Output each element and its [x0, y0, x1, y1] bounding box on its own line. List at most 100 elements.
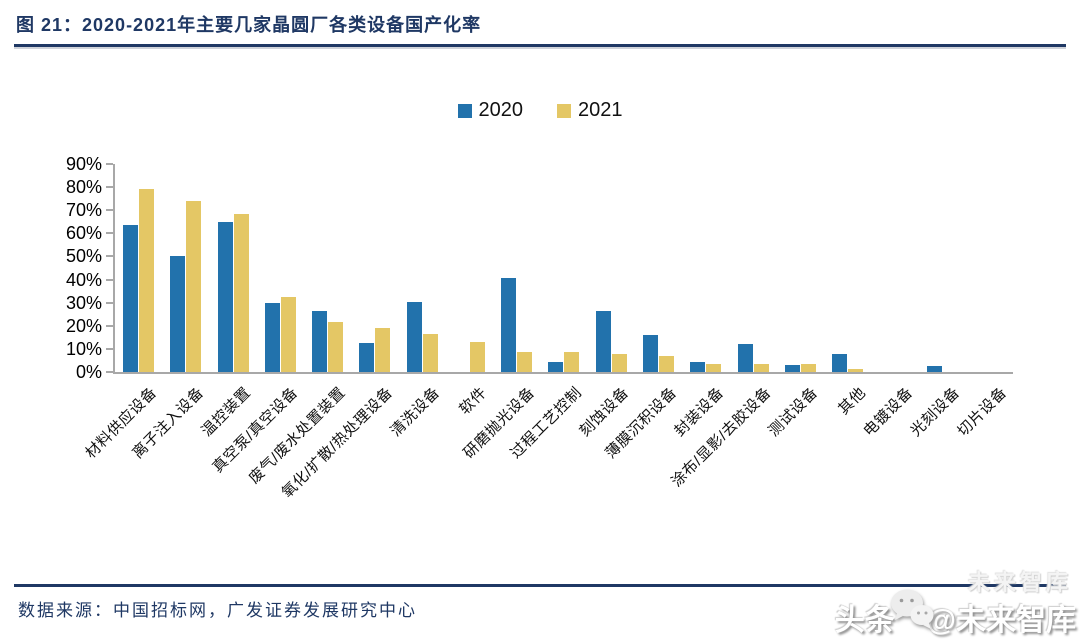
x-axis-label: 材料供应设备	[81, 384, 160, 462]
y-tick-label: 30%	[65, 292, 102, 313]
data-source: 数据来源：中国招标网，广发证券发展研究中心	[18, 601, 417, 620]
legend-swatch-2020-icon	[457, 103, 472, 118]
x-axis-label: 电镀设备	[860, 384, 916, 440]
bar-2020	[359, 343, 375, 372]
bar-2021	[186, 200, 202, 372]
y-tick-label: 0%	[75, 362, 102, 382]
plot-area	[113, 164, 1013, 374]
x-axis-label: 氧化/扩散/热处理设备	[278, 384, 397, 502]
x-axis-label: 测试设备	[765, 384, 822, 440]
x-axis-label: 切片设备	[954, 384, 1011, 440]
bar-2020	[170, 256, 186, 372]
bar-2021	[517, 352, 533, 372]
figure-title: 图 21：2020-2021年主要几家晶圆厂各类设备国产化率	[16, 15, 482, 35]
bar-2020	[217, 221, 233, 372]
y-tick-mark	[106, 186, 113, 189]
legend-label-2020: 2020	[478, 99, 524, 121]
bar-group	[257, 164, 304, 372]
bar-2020	[406, 301, 422, 372]
bar-group	[588, 164, 635, 372]
bar-2020	[501, 278, 517, 372]
bar-2020	[123, 225, 139, 372]
watermark-text-left: 头条	[834, 604, 895, 637]
bar-2021	[139, 189, 155, 372]
watermark-text: 头条 @未来智库	[834, 589, 1076, 639]
title-divider	[14, 44, 1066, 47]
bar-2020	[690, 361, 706, 372]
bar-group	[918, 164, 965, 372]
x-axis-label: 废气/废水处置装置	[245, 384, 349, 488]
bar-2021	[706, 363, 722, 372]
x-axis-label: 温控装置	[198, 384, 255, 440]
y-tick-mark	[106, 232, 113, 235]
wechat-bubbles-icon	[890, 589, 934, 629]
x-axis-label: 离子注入设备	[129, 384, 208, 462]
legend-item-2020: 2020	[457, 99, 524, 122]
y-tick-label: 50%	[65, 246, 102, 267]
y-tick-label: 70%	[65, 200, 102, 221]
bar-2020	[264, 302, 280, 372]
bar-2020	[832, 353, 848, 372]
x-axis-label: 刻蚀设备	[576, 384, 633, 440]
bar-group	[493, 164, 540, 372]
x-axis-label: 研磨抛光设备	[460, 384, 538, 462]
bar-group	[399, 164, 446, 372]
bar-group	[635, 164, 682, 372]
legend-swatch-2021-icon	[557, 103, 571, 118]
bar-2020	[737, 344, 753, 372]
y-axis-tick-labels: 90% 80% 70% 60% 50% 40% 30% 20% 10% 0%	[30, 154, 102, 382]
watermark: 未来智库 头条 @未来智库	[826, 563, 1076, 639]
bar-group	[824, 164, 871, 372]
x-axis-label: 封装设备	[671, 384, 727, 440]
bar-2021	[422, 333, 438, 372]
bar-2021	[564, 352, 580, 372]
chart-legend: 2020 2021	[0, 99, 1080, 122]
bar-2020	[784, 365, 800, 372]
watermark-ghost-text: 未来智库	[967, 570, 1072, 595]
x-axis-label: 薄膜沉积设备	[601, 384, 680, 462]
bar-2021	[328, 322, 344, 372]
bar-2021	[469, 341, 485, 372]
x-axis-label: 真空泵/真空设备	[209, 384, 302, 477]
x-axis-label: 过程工艺控制	[507, 384, 586, 462]
bar-2021	[659, 355, 675, 372]
bar-2020	[595, 310, 611, 372]
bar-group	[777, 164, 824, 372]
bar-group	[304, 164, 351, 372]
y-tick-mark	[106, 255, 113, 258]
bar-group	[210, 164, 257, 372]
bar-2020	[548, 361, 564, 372]
bar-2021	[611, 353, 627, 372]
bar-2021	[280, 296, 296, 372]
y-tick-label: 10%	[65, 338, 102, 359]
y-tick-mark	[106, 324, 113, 327]
bar-2021	[848, 368, 864, 372]
bar-group	[966, 164, 1013, 372]
x-axis-label: 其他	[834, 384, 869, 419]
x-axis-label: 清洗设备	[387, 384, 444, 440]
y-tick-mark	[106, 209, 113, 212]
y-tick-mark	[106, 163, 113, 165]
bar-2021	[753, 363, 769, 372]
x-axis-label: 光刻设备	[907, 384, 964, 440]
bar-2020	[312, 310, 328, 372]
bar-2021	[375, 328, 391, 372]
bar-group	[540, 164, 587, 372]
bar-2020	[926, 366, 942, 372]
y-tick-mark	[106, 278, 113, 281]
y-tick-label: 40%	[65, 269, 102, 290]
x-axis-label: 涂布/显影/去胶设备	[667, 384, 775, 491]
bar-group	[351, 164, 398, 372]
bar-2021	[800, 363, 816, 372]
y-tick-label: 80%	[65, 177, 102, 198]
y-tick-label: 90%	[65, 154, 102, 174]
y-tick-label: 60%	[65, 223, 102, 244]
bar-2020	[643, 335, 659, 372]
y-tick-mark	[106, 371, 113, 373]
y-tick-mark	[106, 347, 113, 350]
footer-divider	[14, 584, 1066, 587]
bar-group	[162, 164, 209, 372]
legend-label-2021: 2021	[578, 99, 623, 121]
y-tick-mark	[106, 301, 113, 304]
